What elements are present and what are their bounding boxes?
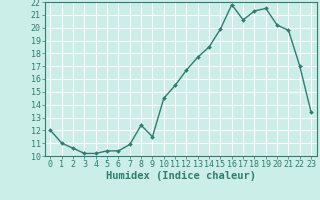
- X-axis label: Humidex (Indice chaleur): Humidex (Indice chaleur): [106, 171, 256, 181]
